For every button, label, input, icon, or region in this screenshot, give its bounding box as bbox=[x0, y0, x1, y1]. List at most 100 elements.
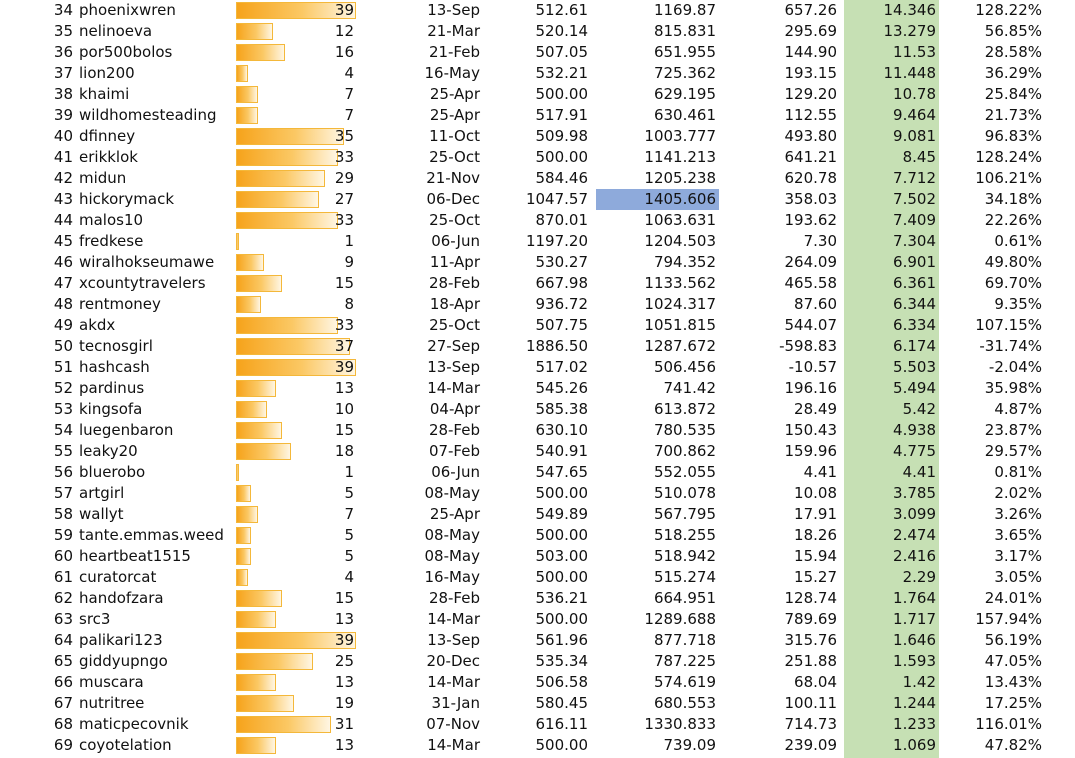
score-cell[interactable]: 3.099 bbox=[893, 505, 936, 523]
difference-cell[interactable]: 100.11 bbox=[784, 694, 838, 712]
percent-cell[interactable]: 56.19% bbox=[984, 631, 1042, 649]
difference-cell[interactable]: 789.69 bbox=[784, 610, 838, 628]
selected-cell[interactable]: 1405.606 bbox=[596, 189, 719, 210]
difference-cell[interactable]: 193.62 bbox=[784, 211, 838, 229]
score-cell[interactable]: 2.29 bbox=[902, 568, 936, 586]
start-value-cell[interactable]: 545.26 bbox=[535, 379, 589, 397]
percent-cell[interactable]: 47.82% bbox=[984, 736, 1042, 754]
difference-cell[interactable]: -10.57 bbox=[788, 358, 837, 376]
difference-cell[interactable]: 620.78 bbox=[784, 169, 838, 187]
username-cell[interactable]: luegenbaron bbox=[79, 421, 174, 439]
start-value-cell[interactable]: 520.14 bbox=[535, 22, 589, 40]
start-value-cell[interactable]: 507.75 bbox=[535, 316, 589, 334]
rank-cell[interactable]: 37 bbox=[53, 64, 73, 82]
percent-cell[interactable]: 25.84% bbox=[984, 85, 1042, 103]
end-value-cell[interactable]: 567.795 bbox=[653, 505, 716, 523]
username-cell[interactable]: maticpecovnik bbox=[79, 715, 189, 733]
end-value-cell[interactable]: 510.078 bbox=[653, 484, 716, 502]
start-value-cell[interactable]: 532.21 bbox=[535, 64, 589, 82]
rank-cell[interactable]: 69 bbox=[53, 736, 73, 754]
difference-cell[interactable]: 239.09 bbox=[784, 736, 838, 754]
difference-cell[interactable]: 7.30 bbox=[803, 232, 837, 250]
end-value-cell[interactable]: 741.42 bbox=[663, 379, 717, 397]
percent-cell[interactable]: 23.87% bbox=[984, 421, 1042, 439]
difference-cell[interactable]: 159.96 bbox=[784, 442, 838, 460]
rank-cell[interactable]: 55 bbox=[53, 442, 73, 460]
percent-cell[interactable]: 2.02% bbox=[994, 484, 1042, 502]
score-cell[interactable]: 1.244 bbox=[893, 694, 936, 712]
username-cell[interactable]: muscara bbox=[79, 673, 144, 691]
count-cell[interactable]: 31 bbox=[236, 714, 356, 735]
difference-cell[interactable]: 15.27 bbox=[794, 568, 837, 586]
difference-cell[interactable]: 641.21 bbox=[784, 148, 838, 166]
difference-cell[interactable]: 129.20 bbox=[784, 85, 838, 103]
username-cell[interactable]: fredkese bbox=[79, 232, 144, 250]
count-cell[interactable]: 37 bbox=[236, 336, 356, 357]
rank-cell[interactable]: 57 bbox=[53, 484, 73, 502]
difference-cell[interactable]: 196.16 bbox=[784, 379, 838, 397]
score-cell[interactable]: 14.346 bbox=[883, 1, 937, 19]
rank-cell[interactable]: 60 bbox=[53, 547, 73, 565]
username-cell[interactable]: wallyt bbox=[79, 505, 124, 523]
rank-cell[interactable]: 59 bbox=[53, 526, 73, 544]
percent-cell[interactable]: -2.04% bbox=[988, 358, 1042, 376]
username-cell[interactable]: hashcash bbox=[79, 358, 150, 376]
count-cell[interactable]: 5 bbox=[236, 525, 356, 546]
rank-cell[interactable]: 65 bbox=[53, 652, 73, 670]
date-cell[interactable]: 07-Feb bbox=[428, 442, 480, 460]
percent-cell[interactable]: 157.94% bbox=[975, 610, 1042, 628]
percent-cell[interactable]: 13.43% bbox=[984, 673, 1042, 691]
count-cell[interactable]: 15 bbox=[236, 420, 356, 441]
start-value-cell[interactable]: 500.00 bbox=[535, 85, 589, 103]
end-value-cell[interactable]: 552.055 bbox=[653, 463, 716, 481]
end-value-cell[interactable]: 1204.503 bbox=[644, 232, 716, 250]
rank-cell[interactable]: 58 bbox=[53, 505, 73, 523]
rank-cell[interactable]: 54 bbox=[53, 421, 73, 439]
score-cell[interactable]: 5.503 bbox=[893, 358, 936, 376]
username-cell[interactable]: malos10 bbox=[79, 211, 144, 229]
percent-cell[interactable]: 4.87% bbox=[994, 400, 1042, 418]
difference-cell[interactable]: 15.94 bbox=[794, 547, 837, 565]
date-cell[interactable]: 25-Apr bbox=[429, 505, 480, 523]
count-cell[interactable]: 5 bbox=[236, 546, 356, 567]
rank-cell[interactable]: 56 bbox=[53, 463, 73, 481]
date-cell[interactable]: 11-Oct bbox=[429, 127, 480, 145]
percent-cell[interactable]: 35.98% bbox=[984, 379, 1042, 397]
username-cell[interactable]: leaky20 bbox=[79, 442, 138, 460]
percent-cell[interactable]: 24.01% bbox=[984, 589, 1042, 607]
count-cell[interactable]: 10 bbox=[236, 399, 356, 420]
username-cell[interactable]: pardinus bbox=[79, 379, 145, 397]
difference-cell[interactable]: 18.26 bbox=[794, 526, 837, 544]
difference-cell[interactable]: 251.88 bbox=[784, 652, 838, 670]
start-value-cell[interactable]: 630.10 bbox=[535, 421, 589, 439]
score-cell[interactable]: 4.938 bbox=[893, 421, 936, 439]
end-value-cell[interactable]: 1024.317 bbox=[644, 295, 716, 313]
difference-cell[interactable]: 714.73 bbox=[784, 715, 838, 733]
difference-cell[interactable]: 28.49 bbox=[794, 400, 837, 418]
start-value-cell[interactable]: 540.91 bbox=[535, 442, 589, 460]
end-value-cell[interactable]: 877.718 bbox=[653, 631, 716, 649]
username-cell[interactable]: khaimi bbox=[79, 85, 130, 103]
score-cell[interactable]: 11.448 bbox=[883, 64, 937, 82]
start-value-cell[interactable]: 1197.20 bbox=[525, 232, 588, 250]
score-cell[interactable]: 8.45 bbox=[902, 148, 936, 166]
score-cell[interactable]: 1.764 bbox=[893, 589, 936, 607]
username-cell[interactable]: por500bolos bbox=[79, 43, 173, 61]
count-cell[interactable]: 18 bbox=[236, 441, 356, 462]
count-cell[interactable]: 27 bbox=[236, 189, 356, 210]
username-cell[interactable]: phoenixwren bbox=[79, 1, 176, 19]
end-value-cell[interactable]: 1003.777 bbox=[644, 127, 716, 145]
percent-cell[interactable]: 17.25% bbox=[984, 694, 1042, 712]
end-value-cell[interactable]: 506.456 bbox=[653, 358, 716, 376]
percent-cell[interactable]: 34.18% bbox=[984, 190, 1042, 208]
rank-cell[interactable]: 40 bbox=[53, 127, 73, 145]
username-cell[interactable]: wildhomesteading bbox=[79, 106, 217, 124]
date-cell[interactable]: 31-Jan bbox=[431, 694, 480, 712]
percent-cell[interactable]: 3.26% bbox=[994, 505, 1042, 523]
score-cell[interactable]: 2.474 bbox=[893, 526, 936, 544]
difference-cell[interactable]: 295.69 bbox=[784, 22, 838, 40]
difference-cell[interactable]: 465.58 bbox=[784, 274, 838, 292]
end-value-cell[interactable]: 1205.238 bbox=[644, 169, 716, 187]
rank-cell[interactable]: 43 bbox=[53, 190, 73, 208]
count-cell[interactable]: 39 bbox=[236, 630, 356, 651]
